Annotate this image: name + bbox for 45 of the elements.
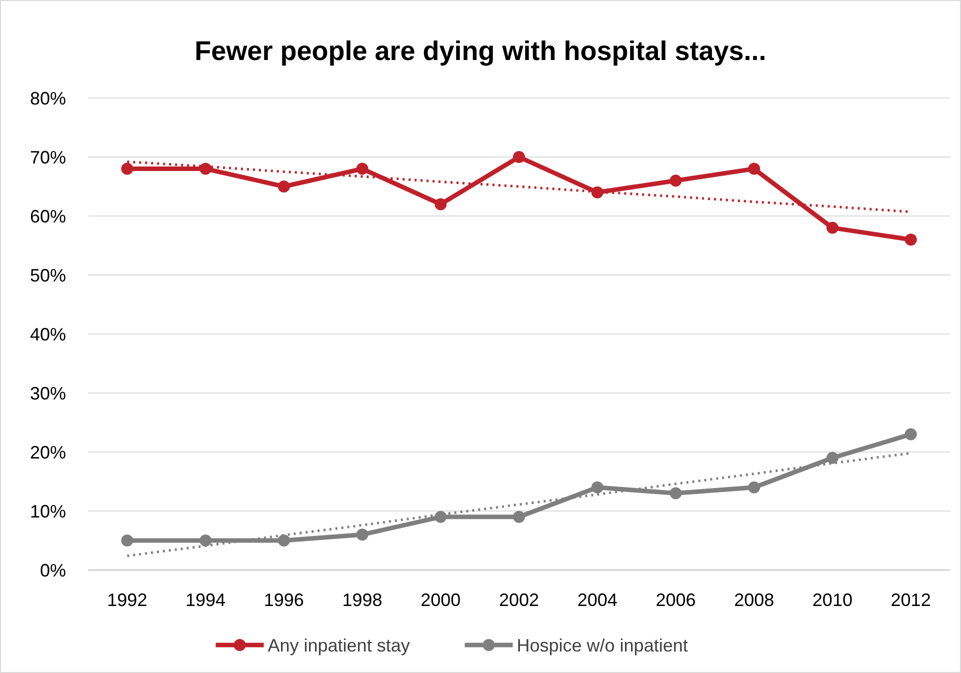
y-tick-label: 80% [30, 88, 66, 108]
y-tick-label: 50% [30, 265, 66, 286]
chart-title: Fewer people are dying with hospital stays... [194, 36, 766, 66]
x-tick-label: 2004 [577, 590, 618, 610]
point [513, 151, 525, 163]
point [826, 452, 838, 464]
point [200, 162, 212, 175]
point [200, 534, 212, 546]
x-tick-label: 1992 [107, 590, 148, 610]
point [670, 487, 682, 500]
x-tick-label: 1998 [342, 590, 382, 610]
x-tick-label: 2002 [498, 590, 540, 610]
y-tick-label: 60% [30, 206, 66, 226]
point [826, 222, 838, 234]
point [670, 174, 682, 187]
y-tick-label: 10% [30, 501, 66, 522]
point [356, 162, 368, 175]
point [513, 510, 525, 523]
point [278, 534, 290, 546]
x-tick-label: 2000 [420, 590, 461, 610]
y-tick-label: 0% [40, 560, 66, 580]
point [904, 428, 917, 440]
x-tick-label: 2006 [656, 590, 696, 610]
point [434, 198, 447, 210]
point [748, 481, 760, 494]
point [356, 528, 368, 541]
point [121, 534, 134, 546]
y-tick-label: 70% [30, 147, 66, 168]
point [591, 481, 604, 494]
x-tick-label: 1994 [186, 590, 226, 610]
legend-label: Hospice w/o inpatient [516, 635, 688, 656]
y-tick-label: 20% [30, 442, 66, 462]
x-tick-label: 2012 [890, 590, 931, 610]
y-tick-label: 30% [30, 383, 66, 404]
point [748, 162, 760, 175]
legend-label: Any inpatient stay [268, 635, 410, 656]
point [121, 162, 134, 175]
x-tick-label: 2008 [734, 590, 774, 610]
point [904, 234, 917, 246]
y-tick-label: 40% [30, 324, 66, 344]
point [591, 186, 604, 198]
x-tick-label: 2010 [812, 590, 852, 610]
x-tick-label: 1996 [264, 590, 304, 610]
point [434, 510, 447, 523]
point [278, 180, 290, 192]
